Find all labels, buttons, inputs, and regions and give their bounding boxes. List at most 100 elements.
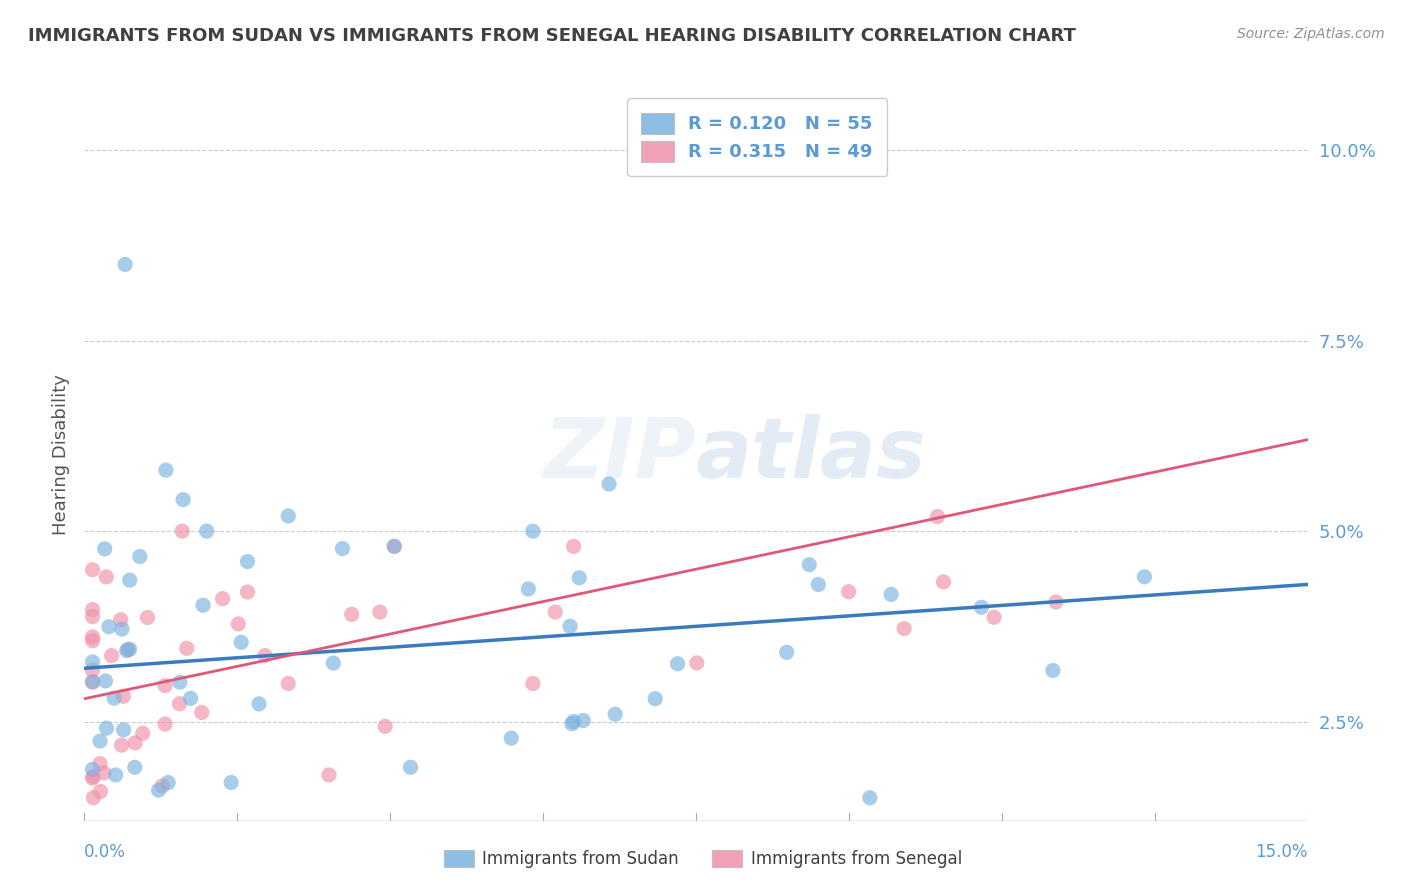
Point (169, 697, 191, 711)
Point (190, 706, 212, 720)
Point (254, 648, 277, 663)
Point (172, 492, 194, 507)
Point (226, 616, 249, 631)
Point (236, 555, 259, 569)
Point (522, 524, 544, 538)
Point (110, 738, 132, 752)
Point (340, 607, 363, 622)
Point (522, 676, 544, 690)
Point (561, 716, 583, 731)
Point (96, 570, 118, 584)
Point (103, 691, 125, 706)
Text: ZIP: ZIP (543, 415, 696, 495)
Point (90, 784, 112, 798)
Point (776, 645, 799, 659)
Point (82, 763, 104, 777)
Point (118, 573, 141, 587)
Point (82, 771, 104, 785)
Point (880, 587, 903, 601)
Point (807, 577, 830, 591)
Point (124, 760, 146, 774)
Point (104, 768, 127, 782)
Point (318, 768, 340, 782)
Y-axis label: Hearing Disability: Hearing Disability (52, 375, 70, 535)
Point (219, 775, 242, 789)
Point (799, 558, 821, 572)
Point (82, 633, 104, 648)
Point (82, 770, 104, 784)
Point (277, 508, 299, 523)
Text: IMMIGRANTS FROM SUDAN VS IMMIGRANTS FROM SENEGAL HEARING DISABILITY CORRELATION : IMMIGRANTS FROM SUDAN VS IMMIGRANTS FROM… (28, 27, 1076, 45)
Point (927, 509, 949, 524)
Point (112, 690, 135, 704)
Point (893, 622, 915, 636)
Point (111, 622, 134, 636)
Point (112, 723, 135, 737)
Point (277, 676, 299, 690)
Point (983, 610, 1005, 624)
Point (368, 605, 391, 619)
Point (247, 697, 270, 711)
Legend: R = 0.120   N = 55, R = 0.315   N = 49: R = 0.120 N = 55, R = 0.315 N = 49 (627, 98, 887, 176)
Point (562, 714, 585, 729)
Point (82, 563, 104, 577)
Point (562, 539, 585, 553)
Point (558, 619, 581, 633)
Point (191, 598, 214, 612)
Point (115, 643, 138, 657)
Point (686, 656, 709, 670)
Point (180, 691, 202, 706)
Text: Source: ZipAtlas.com: Source: ZipAtlas.com (1237, 27, 1385, 41)
Point (82, 609, 104, 624)
Point (501, 731, 523, 746)
Point (82, 602, 104, 616)
Point (176, 641, 198, 656)
Point (94, 673, 117, 688)
Point (382, 539, 405, 553)
Point (605, 707, 627, 722)
Point (82, 675, 104, 690)
Point (195, 524, 218, 538)
Point (211, 591, 233, 606)
Point (117, 642, 139, 657)
Point (231, 635, 253, 649)
Legend: Immigrants from Sudan, Immigrants from Senegal: Immigrants from Sudan, Immigrants from S… (437, 843, 969, 875)
Point (322, 656, 344, 670)
Point (82, 630, 104, 644)
Point (1042, 664, 1064, 678)
Text: atlas: atlas (696, 415, 927, 495)
Point (148, 783, 170, 797)
Point (118, 642, 141, 657)
Text: 15.0%: 15.0% (1256, 844, 1308, 862)
Point (374, 719, 396, 733)
Point (82, 674, 104, 689)
Point (332, 541, 354, 556)
Point (124, 736, 146, 750)
Point (236, 585, 259, 599)
Point (172, 524, 194, 538)
Point (153, 679, 176, 693)
Point (110, 613, 132, 627)
Point (93, 766, 115, 780)
Point (544, 605, 567, 619)
Point (568, 571, 591, 585)
Point (94, 541, 117, 556)
Point (114, 257, 136, 271)
Point (153, 717, 176, 731)
Point (859, 790, 882, 805)
Point (382, 539, 405, 553)
Point (666, 657, 689, 671)
Point (100, 648, 122, 663)
Point (644, 691, 666, 706)
Point (970, 600, 993, 615)
Point (82, 664, 104, 678)
Point (932, 574, 955, 589)
Point (89, 756, 111, 771)
Point (82, 655, 104, 669)
Point (89, 734, 111, 748)
Point (169, 675, 191, 690)
Point (96, 721, 118, 735)
Point (572, 714, 595, 728)
Point (97, 620, 120, 634)
Point (128, 549, 150, 564)
